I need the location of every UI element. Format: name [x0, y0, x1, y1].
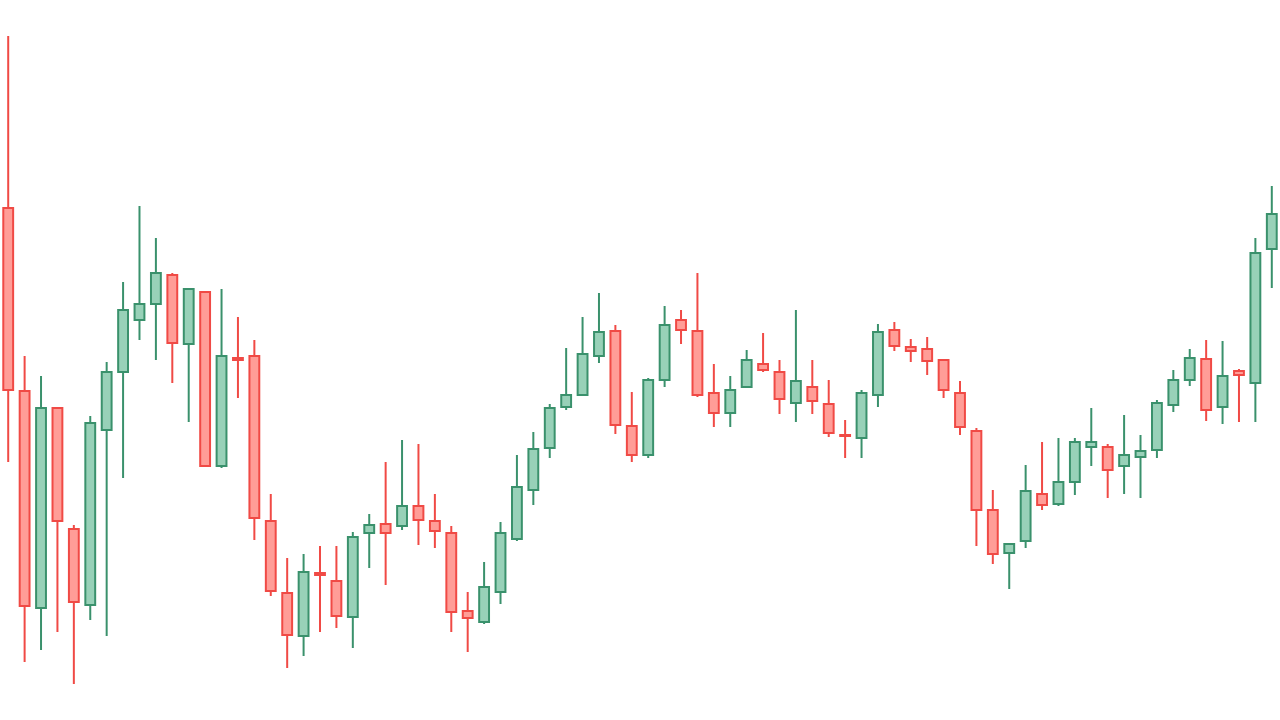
- candle-body: [724, 389, 737, 414]
- candle-body: [1085, 441, 1098, 448]
- candle-body: [149, 272, 162, 305]
- candle-body: [1200, 358, 1213, 411]
- candle-body: [51, 407, 64, 522]
- candle-body: [806, 386, 819, 402]
- candle-body: [363, 524, 376, 534]
- candle-body: [593, 331, 605, 357]
- candle-body: [478, 586, 491, 623]
- candle-body: [494, 532, 507, 593]
- candle-body: [264, 520, 277, 592]
- candle-body: [1003, 543, 1016, 554]
- candle-body: [314, 572, 326, 576]
- candle-body: [1068, 441, 1081, 483]
- candle-body: [625, 425, 638, 456]
- candle-body: [396, 505, 408, 527]
- candle-body: [330, 580, 343, 617]
- candle-body: [2, 207, 15, 391]
- candle-body: [248, 355, 261, 519]
- candle-body: [1019, 490, 1032, 542]
- candle-body: [1118, 454, 1131, 467]
- candle-body: [67, 528, 80, 603]
- candle-body: [511, 486, 523, 540]
- candle-body: [199, 291, 212, 467]
- candle-body: [757, 363, 770, 371]
- candle-body: [822, 403, 835, 434]
- candle-body: [773, 371, 786, 400]
- candle-body: [872, 331, 884, 396]
- candle-body: [855, 392, 868, 439]
- candle-body: [921, 348, 934, 362]
- candle-body: [133, 303, 146, 321]
- candle-body: [954, 392, 966, 428]
- candle-body: [461, 610, 474, 619]
- candle-body: [937, 359, 950, 391]
- candle-body: [658, 324, 671, 381]
- candle-body: [789, 380, 802, 404]
- candle-body: [970, 430, 983, 511]
- candle-body: [888, 329, 901, 347]
- candle-body: [675, 319, 687, 331]
- candle-body: [18, 390, 31, 607]
- candle-body: [182, 288, 195, 345]
- candle-body: [297, 571, 310, 637]
- candle-body: [1265, 213, 1278, 250]
- candle-body: [117, 309, 130, 373]
- candle-body: [527, 448, 540, 491]
- candle-body: [642, 379, 655, 456]
- candle-body: [904, 346, 917, 352]
- candle-body: [543, 407, 556, 449]
- candle-body: [1151, 402, 1163, 451]
- candle-body: [707, 392, 720, 414]
- candle-body: [1233, 370, 1245, 376]
- candle-body: [100, 371, 113, 431]
- candle-body: [576, 353, 589, 396]
- candle-body: [35, 407, 47, 609]
- candle-body: [84, 422, 97, 606]
- candle-body: [215, 355, 228, 467]
- candle-body: [1216, 375, 1229, 408]
- candle-body: [1249, 252, 1262, 384]
- candle-body: [1052, 481, 1065, 505]
- candle-body: [412, 505, 425, 521]
- candle-body: [1167, 379, 1180, 406]
- candle-body: [609, 330, 622, 426]
- candle-body: [986, 509, 999, 555]
- candle-body: [281, 592, 294, 636]
- candle-body: [1036, 493, 1048, 506]
- candle-body: [166, 274, 179, 344]
- candle-body: [691, 330, 704, 396]
- candle-body: [1134, 450, 1147, 458]
- candle-body: [232, 357, 244, 361]
- candle-body: [1101, 446, 1114, 471]
- candle-body: [839, 434, 852, 437]
- candle-body: [379, 523, 392, 534]
- candle-body: [740, 359, 753, 388]
- candle-body: [445, 532, 458, 613]
- candle-body: [1183, 357, 1196, 381]
- candle-body: [346, 536, 359, 618]
- candle-body: [560, 394, 573, 408]
- candle-body: [428, 520, 441, 532]
